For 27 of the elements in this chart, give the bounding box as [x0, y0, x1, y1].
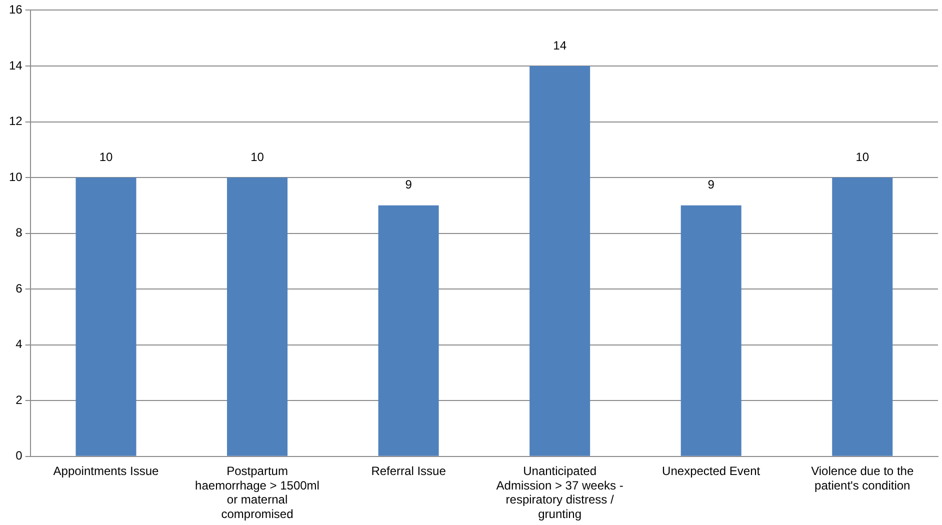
- y-tick-label: 8: [16, 226, 23, 240]
- x-tick-label: Violence due to the patient's condition: [811, 464, 914, 492]
- bar: [378, 205, 439, 456]
- data-label: 9: [708, 178, 715, 192]
- y-tick-label: 2: [16, 392, 23, 407]
- bar: [76, 178, 136, 456]
- data-label: 10: [856, 150, 870, 164]
- x-tick-label: Unanticipated Admission > 37 weeks - respiratory distress / grunting: [496, 464, 624, 522]
- x-tick-label: Referral Issue: [371, 464, 446, 478]
- y-tick-label: 6: [16, 281, 23, 296]
- x-tick-label: Unexpected Event: [662, 464, 761, 478]
- y-tick-label: 4: [16, 337, 23, 352]
- y-tick-label: 0: [16, 448, 23, 463]
- data-label: 14: [553, 38, 567, 52]
- bar: [530, 66, 590, 456]
- y-tick-label: 14: [8, 58, 23, 72]
- data-label: 10: [99, 150, 113, 164]
- x-tick-label: Appointments Issue: [53, 464, 159, 478]
- bar: [680, 205, 742, 456]
- bar: [227, 178, 288, 456]
- y-tick-label: 10: [8, 170, 23, 184]
- x-tick-label: Postpartum haemorrhage > 1500ml or maternal compromised: [195, 464, 320, 522]
- data-label: 9: [405, 178, 412, 192]
- bar: [832, 178, 893, 456]
- data-label: 10: [250, 150, 264, 164]
- y-tick-label: 16: [8, 2, 23, 17]
- y-tick-label: 12: [8, 114, 23, 128]
